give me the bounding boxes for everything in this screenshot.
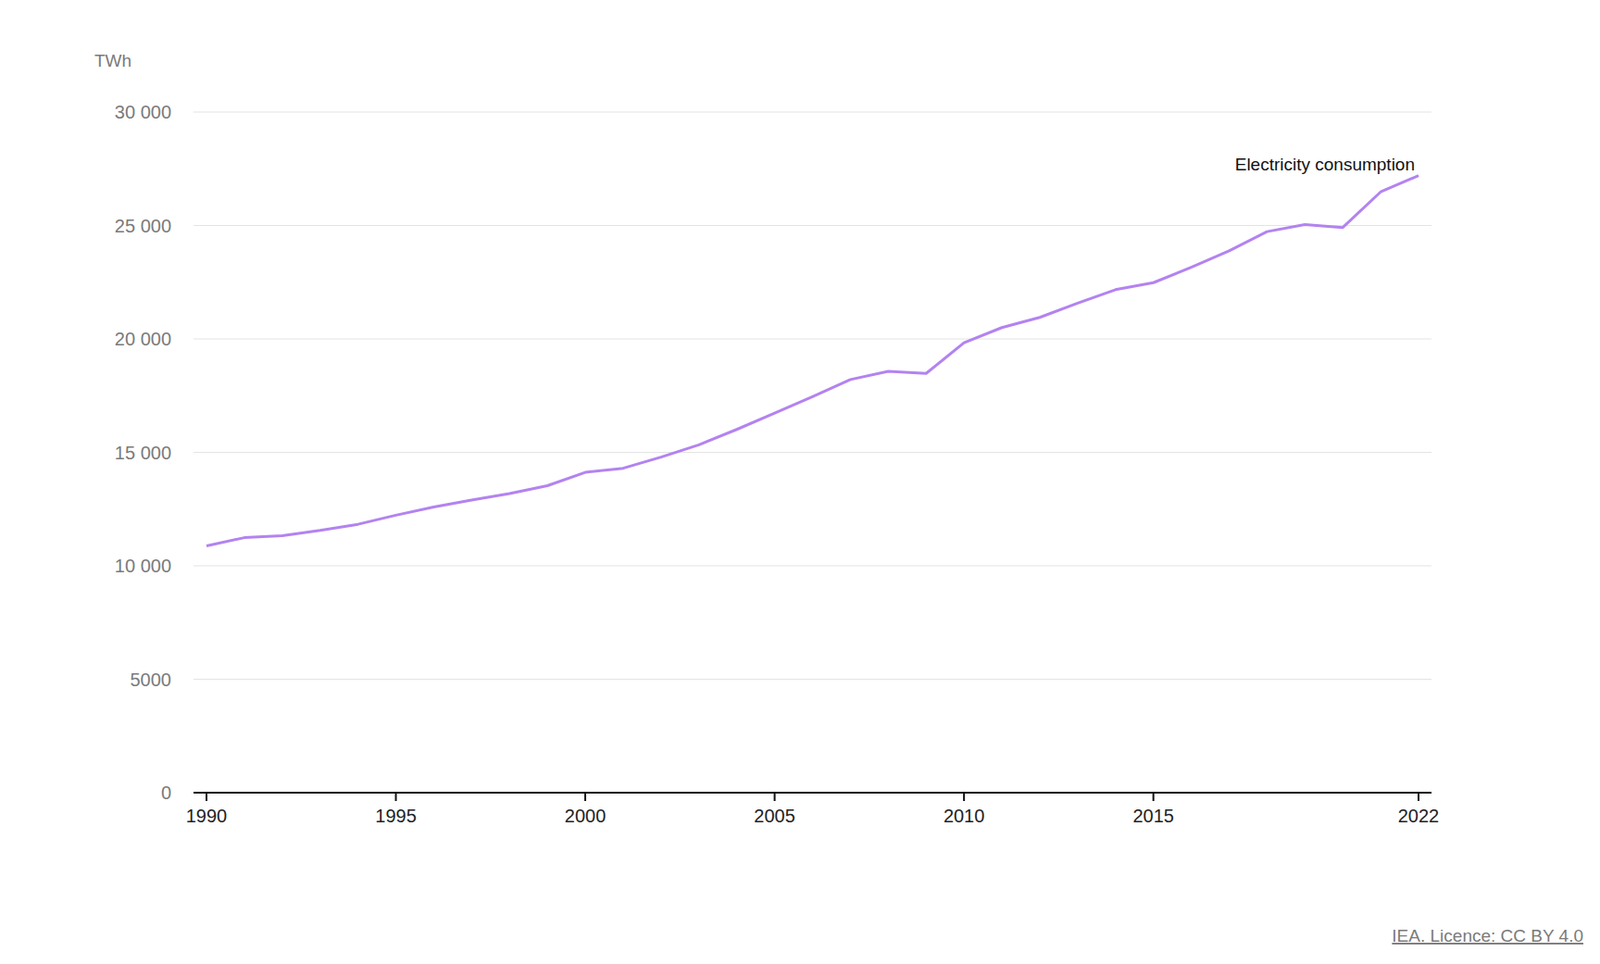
x-tick <box>774 792 776 801</box>
source-note[interactable]: IEA. Licence: CC BY 4.0 <box>1391 925 1584 946</box>
x-tick <box>962 792 965 801</box>
plot-area <box>206 175 1419 547</box>
x-tick <box>395 792 398 801</box>
grid-line <box>193 564 1432 566</box>
series-label: Electricity consumption <box>1235 154 1415 175</box>
x-tick-label: 2000 <box>564 805 607 826</box>
y-axis-label: TWh <box>94 50 132 71</box>
x-tick-label: 2022 <box>1398 805 1440 826</box>
x-tick-label: 2015 <box>1132 805 1175 826</box>
x-tick-label: 2010 <box>943 805 986 826</box>
x-tick-label: 1995 <box>375 805 417 826</box>
y-tick-label: 15 000 <box>114 442 172 463</box>
grid-line <box>193 337 1432 339</box>
y-tick-label: 20 000 <box>114 328 172 350</box>
y-tick-label: 10 000 <box>114 555 172 576</box>
x-axis-line <box>193 791 1432 794</box>
grid-line <box>193 678 1432 680</box>
grid-line <box>193 225 1432 226</box>
x-tick <box>205 792 208 801</box>
x-tick-label: 2005 <box>753 805 796 826</box>
y-tick-label: 0 <box>161 782 172 803</box>
chart-svg: 0 5000 10 000 15 000 20 000 25 000 30 000 1990 1… <box>0 0 1600 964</box>
chart-root: 0 5000 10 000 15 000 20 000 25 000 30 000 1990 1… <box>0 0 1600 964</box>
grid-line <box>193 451 1432 453</box>
grid-line <box>193 111 1432 113</box>
x-tick <box>584 792 587 801</box>
y-tick-label: 30 000 <box>114 101 172 123</box>
x-tick <box>1417 792 1420 801</box>
x-tick-label: 1990 <box>186 805 228 826</box>
series-line <box>206 175 1419 547</box>
y-tick-label: 25 000 <box>114 215 172 237</box>
y-tick-label: 5000 <box>130 669 173 690</box>
x-tick <box>1152 792 1155 801</box>
